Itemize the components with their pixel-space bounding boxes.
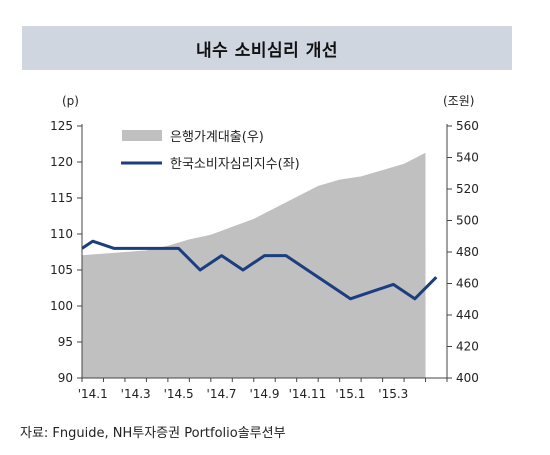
x-tick-label: '15.1 [335,387,365,401]
x-tick-label: '14.5 [164,387,194,401]
right-tick-label: 520 [456,182,479,196]
left-unit-label: (p) [62,94,79,108]
right-tick-label: 480 [456,245,479,259]
right-tick-label: 420 [456,340,479,354]
right-tick-label: 540 [456,151,479,165]
x-tick-label: '14.9 [249,387,279,401]
left-tick-label: 115 [50,191,73,205]
source-note: 자료: Fnguide, NH투자증권 Portfolio솔루션부 [20,426,286,441]
left-tick-label: 100 [50,299,73,313]
left-tick-label: 95 [58,335,73,349]
left-tick-label: 110 [50,227,73,241]
x-tick-label: '15.3 [378,387,408,401]
left-tick-label: 105 [50,263,73,277]
right-tick-label: 460 [456,277,479,291]
right-tick-label: 440 [456,308,479,322]
right-tick-label: 400 [456,371,479,385]
title-bar: 내수 소비심리 개선 [22,26,512,70]
series-area-bank-loans [82,152,426,378]
right-unit-label: (조원) [443,94,474,108]
legend-swatch-area [122,130,162,141]
x-tick-label: '14.7 [207,387,237,401]
series-line-consumer-sentiment [81,239,438,301]
left-tick-label: 120 [50,155,73,169]
x-tick-label: '14.11 [289,387,327,401]
chart-title: 내수 소비심리 개선 [196,40,338,61]
legend-label-area: 은행가계대출(우) [170,129,264,145]
right-tick-label: 500 [456,214,479,228]
left-tick-label: 90 [58,371,73,385]
left-tick-label: 125 [50,119,73,133]
right-tick-label: 560 [456,119,479,133]
x-tick-label: '14.3 [121,387,151,401]
x-tick-label: '14.1 [78,387,108,401]
legend-label-line: 한국소비자심리지수(좌) [170,157,300,172]
